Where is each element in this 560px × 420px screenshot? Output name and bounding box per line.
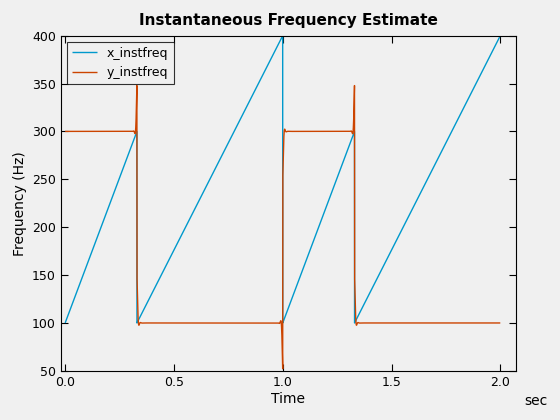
y_instfreq (319, 129, 326, 134)
Y-axis label: Frequency (Hz): Frequency (Hz) (12, 151, 26, 256)
x_instfreq (220, 152, 226, 157)
x_instfreq (408, 209, 414, 214)
y_instfreq (497, 320, 503, 326)
x_instfreq (338, 163, 345, 168)
y_instfreq (408, 320, 414, 326)
x_instfreq (497, 33, 503, 38)
Line: x_instfreq: x_instfreq (65, 36, 500, 323)
y_instfreq (62, 129, 68, 134)
y_instfreq (133, 83, 140, 88)
y_instfreq (385, 320, 391, 326)
x_instfreq (83, 262, 90, 267)
Legend: x_instfreq, y_instfreq: x_instfreq, y_instfreq (67, 42, 174, 84)
x_instfreq (384, 255, 391, 260)
y_instfreq (279, 366, 286, 371)
Line: y_instfreq: y_instfreq (65, 86, 500, 369)
X-axis label: Time: Time (271, 391, 305, 405)
x_instfreq (319, 214, 326, 219)
x_instfreq (279, 33, 286, 38)
x_instfreq (62, 320, 68, 326)
y_instfreq (220, 320, 226, 326)
y_instfreq (338, 129, 345, 134)
y_instfreq (83, 129, 90, 134)
Text: sec: sec (525, 394, 548, 408)
Title: Instantaneous Frequency Estimate: Instantaneous Frequency Estimate (139, 13, 437, 27)
